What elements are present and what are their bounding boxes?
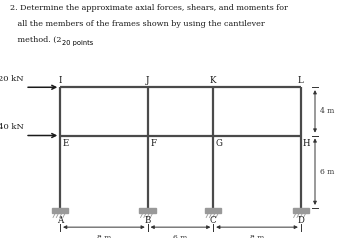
Text: 2. Determine the approximate axial forces, shears, and moments for: 2. Determine the approximate axial force…	[10, 4, 288, 12]
Text: C: C	[210, 216, 217, 225]
Text: D: D	[298, 216, 304, 225]
Text: 8 m: 8 m	[97, 234, 111, 238]
Text: G: G	[215, 139, 222, 149]
Text: 4 m: 4 m	[321, 107, 335, 115]
Bar	[205, 208, 222, 213]
Text: A: A	[57, 216, 63, 225]
Text: 6 m: 6 m	[321, 168, 335, 176]
Text: 8 m: 8 m	[250, 234, 264, 238]
Text: H: H	[302, 139, 310, 149]
Text: 40 kN: 40 kN	[0, 123, 24, 131]
Bar	[293, 208, 309, 213]
Text: method. (2: method. (2	[10, 35, 62, 44]
Text: E: E	[63, 139, 69, 149]
Text: B: B	[145, 216, 151, 225]
Text: J: J	[146, 76, 149, 85]
Bar	[139, 208, 156, 213]
Text: 6 m: 6 m	[173, 234, 188, 238]
Text: I: I	[58, 76, 62, 85]
Text: K: K	[210, 76, 217, 85]
Text: L: L	[298, 76, 304, 85]
Bar	[52, 208, 68, 213]
Text: 20 points: 20 points	[62, 40, 93, 46]
Text: F: F	[150, 139, 156, 149]
Text: 20 kN: 20 kN	[0, 75, 24, 83]
Text: all the members of the frames shown by using the cantilever: all the members of the frames shown by u…	[10, 20, 265, 28]
